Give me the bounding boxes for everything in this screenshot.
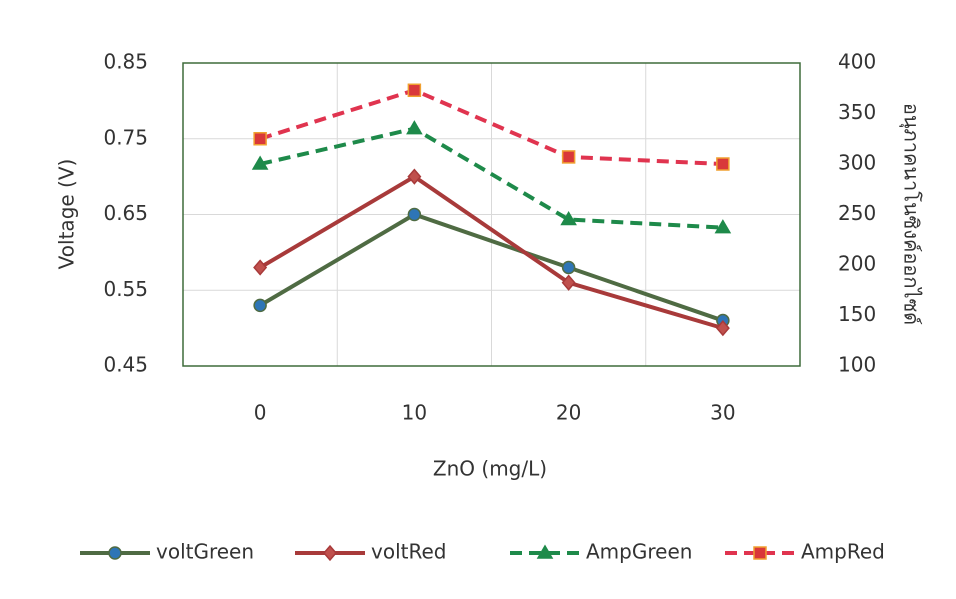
series-line xyxy=(259,174,724,331)
y2-tick-label: 350 xyxy=(838,100,876,124)
y2-tick-label: 300 xyxy=(838,151,876,175)
y-tick-label: 0.75 xyxy=(103,125,148,149)
x-axis-title: ZnO (mg/L) xyxy=(433,457,547,481)
x-tick-label: 0 xyxy=(254,401,267,425)
legend-label: AmpGreen xyxy=(586,540,692,564)
data-point xyxy=(407,207,422,222)
series-line xyxy=(259,126,723,230)
y2-tick-label: 200 xyxy=(838,252,876,276)
data-point xyxy=(407,168,422,185)
data-point xyxy=(715,319,730,337)
legend-marker xyxy=(753,546,767,560)
y2-tick-label: 150 xyxy=(838,302,876,326)
y-axis-title: Voltage (V) xyxy=(55,159,79,270)
data-point xyxy=(253,298,267,313)
data-point xyxy=(407,83,422,98)
y-tick-label: 0.65 xyxy=(103,201,148,225)
data-point xyxy=(716,157,730,171)
data-point xyxy=(253,259,268,276)
data-point xyxy=(714,219,732,234)
y2-tick-label: 400 xyxy=(838,50,876,74)
plot-border xyxy=(182,62,801,367)
data-point xyxy=(253,132,267,146)
x-tick-label: 20 xyxy=(556,401,581,425)
x-tick-label: 10 xyxy=(402,401,427,425)
legend-label: AmpRed xyxy=(801,540,885,564)
legend-label: voltRed xyxy=(371,540,446,564)
legend-marker xyxy=(108,546,122,560)
series-line xyxy=(259,212,724,323)
legend-marker xyxy=(536,544,554,559)
data-point xyxy=(561,260,576,275)
y-tick-label: 0.85 xyxy=(103,50,148,74)
data-point xyxy=(251,155,269,170)
legend-label: voltGreen xyxy=(156,540,254,564)
series-line xyxy=(259,88,723,166)
legend-marker xyxy=(323,544,337,562)
y2-tick-label: 100 xyxy=(838,353,876,377)
y-tick-label: 0.55 xyxy=(103,277,148,301)
x-tick-label: 30 xyxy=(710,401,735,425)
y2-axis-title: อนุภาคนาโนซิงค์ออกไซด์ xyxy=(899,103,924,325)
y2-tick-label: 250 xyxy=(838,201,876,225)
data-point xyxy=(561,274,576,291)
data-point xyxy=(560,211,577,226)
data-point xyxy=(561,150,576,164)
data-point xyxy=(406,120,423,135)
y-tick-label: 0.45 xyxy=(103,353,148,377)
